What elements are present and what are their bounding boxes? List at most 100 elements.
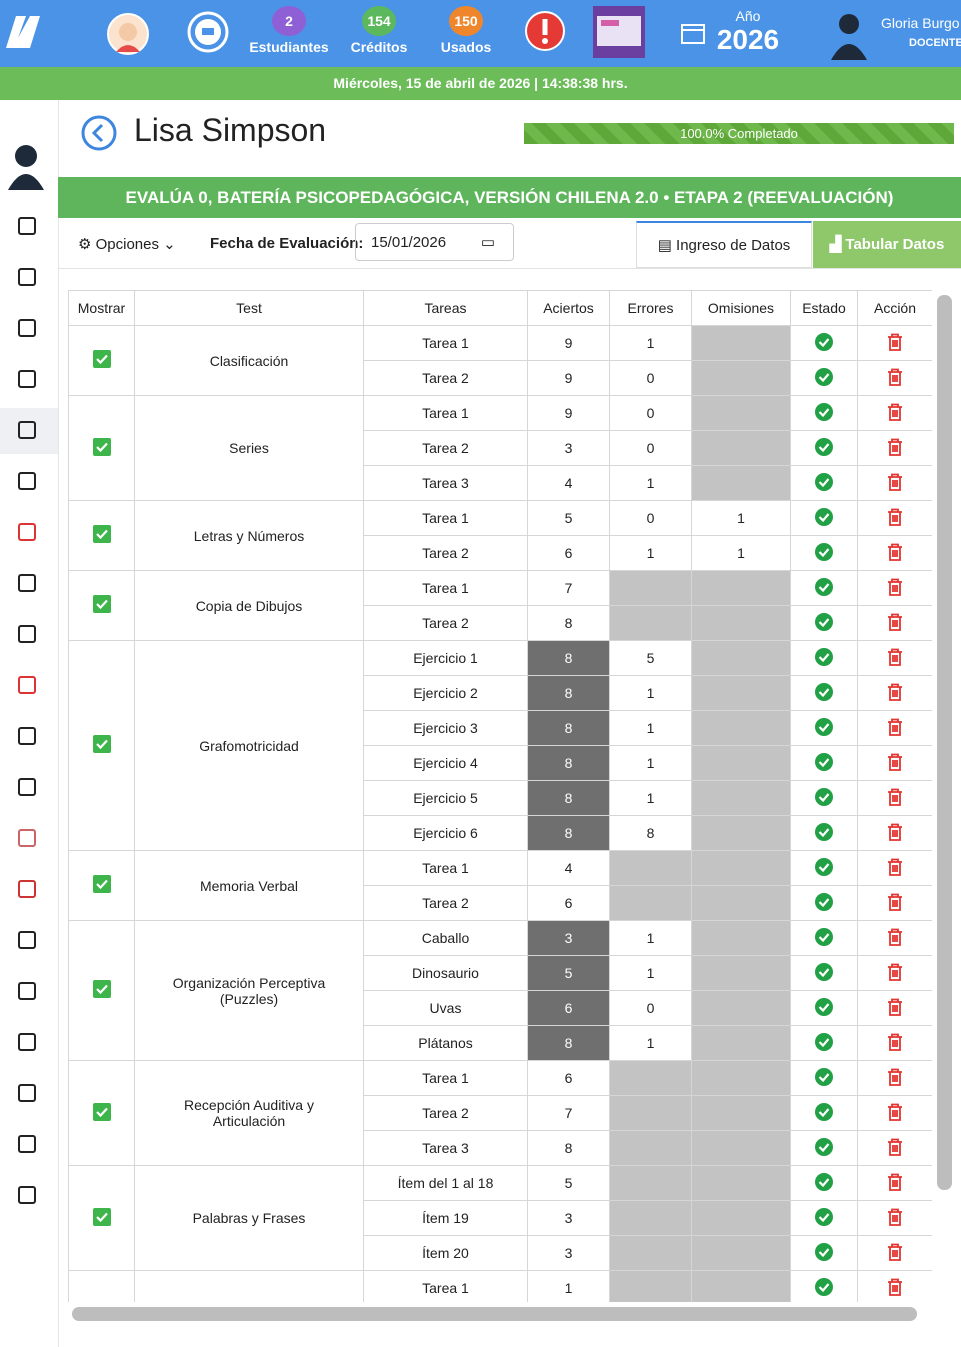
errores-cell[interactable]: 1	[609, 325, 692, 361]
vertical-scrollbar[interactable]	[937, 295, 952, 1190]
sidebar-icon[interactable]	[18, 370, 36, 388]
delete-button[interactable]	[885, 1067, 905, 1087]
students-counter[interactable]: 2 Estudiantes	[249, 6, 329, 55]
errores-cell[interactable]: 1	[609, 780, 692, 816]
credits-counter[interactable]: 154 Créditos	[339, 6, 419, 55]
aciertos-cell[interactable]: 9	[527, 325, 610, 361]
delete-button[interactable]	[885, 822, 905, 842]
aciertos-cell[interactable]: 6	[527, 535, 610, 571]
aciertos-cell[interactable]: 5	[527, 500, 610, 536]
aciertos-cell[interactable]: 8	[527, 1025, 610, 1061]
back-button[interactable]	[80, 114, 118, 152]
delete-button[interactable]	[885, 1172, 905, 1192]
sidebar-icon[interactable]	[18, 625, 36, 643]
aciertos-cell[interactable]: 5	[527, 955, 610, 991]
aciertos-cell[interactable]: 8	[527, 815, 610, 851]
thumbnail[interactable]	[593, 6, 645, 58]
delete-button[interactable]	[885, 1137, 905, 1157]
aciertos-cell[interactable]: 4	[527, 850, 610, 886]
show-checkbox[interactable]	[92, 1102, 111, 1121]
errores-cell[interactable]: 1	[609, 710, 692, 746]
sidebar-icon[interactable]	[18, 1186, 36, 1204]
delete-button[interactable]	[885, 367, 905, 387]
tab-tabulate[interactable]: ▟ Tabular Datos	[813, 221, 961, 268]
aciertos-cell[interactable]: 6	[527, 990, 610, 1026]
delete-button[interactable]	[885, 507, 905, 527]
delete-button[interactable]	[885, 612, 905, 632]
sidebar-icon[interactable]	[18, 523, 36, 541]
delete-button[interactable]	[885, 787, 905, 807]
year-selector[interactable]: Año 2026	[712, 8, 784, 56]
sidebar-icon[interactable]	[18, 421, 36, 439]
sidebar-avatar[interactable]	[6, 142, 46, 190]
aciertos-cell[interactable]: 6	[527, 1060, 610, 1096]
sidebar-icon[interactable]	[18, 931, 36, 949]
delete-button[interactable]	[885, 332, 905, 352]
cart-icon[interactable]	[186, 10, 230, 54]
sidebar-icon[interactable]	[18, 727, 36, 745]
show-checkbox[interactable]	[92, 350, 111, 368]
aciertos-cell[interactable]: 3	[527, 1235, 610, 1271]
delete-button[interactable]	[885, 857, 905, 877]
delete-button[interactable]	[885, 437, 905, 457]
sidebar-icon[interactable]	[18, 574, 36, 592]
sidebar-icon[interactable]	[18, 880, 36, 898]
errores-cell[interactable]: 0	[609, 500, 692, 536]
delete-button[interactable]	[885, 892, 905, 912]
errores-cell[interactable]: 0	[609, 430, 692, 466]
sidebar-icon[interactable]	[18, 778, 36, 796]
sidebar-icon[interactable]	[18, 676, 36, 694]
show-checkbox[interactable]	[92, 437, 111, 456]
sidebar-icon[interactable]	[18, 268, 36, 286]
errores-cell[interactable]: 8	[609, 815, 692, 851]
delete-button[interactable]	[885, 682, 905, 702]
errores-cell[interactable]: 1	[609, 955, 692, 991]
aciertos-cell[interactable]: 8	[527, 605, 610, 641]
delete-button[interactable]	[885, 1242, 905, 1262]
errores-cell[interactable]: 0	[609, 360, 692, 396]
delete-button[interactable]	[885, 1207, 905, 1227]
aciertos-cell[interactable]: 9	[527, 360, 610, 396]
errores-cell[interactable]: 1	[609, 535, 692, 571]
errores-cell[interactable]: 1	[609, 1025, 692, 1061]
show-checkbox[interactable]	[92, 875, 111, 893]
aciertos-cell[interactable]: 6	[527, 885, 610, 921]
delete-button[interactable]	[885, 752, 905, 772]
delete-button[interactable]	[885, 962, 905, 982]
delete-button[interactable]	[885, 997, 905, 1017]
sidebar-icon[interactable]	[18, 1033, 36, 1051]
delete-button[interactable]	[885, 577, 905, 597]
aciertos-cell[interactable]: 3	[527, 920, 610, 956]
errores-cell[interactable]: 1	[609, 920, 692, 956]
delete-button[interactable]	[885, 1032, 905, 1052]
aciertos-cell[interactable]: 8	[527, 780, 610, 816]
avatar-icon[interactable]	[106, 12, 150, 56]
omisiones-cell[interactable]: 1	[691, 500, 791, 536]
logo[interactable]	[2, 8, 42, 54]
aciertos-cell[interactable]: 8	[527, 745, 610, 781]
errores-cell[interactable]: 1	[609, 465, 692, 501]
delete-button[interactable]	[885, 647, 905, 667]
sidebar-icon[interactable]	[18, 829, 36, 847]
show-checkbox[interactable]	[92, 1207, 111, 1226]
delete-button[interactable]	[885, 1102, 905, 1122]
show-checkbox[interactable]	[92, 980, 111, 998]
used-counter[interactable]: 150 Usados	[426, 6, 506, 55]
delete-button[interactable]	[885, 717, 905, 737]
sidebar-icon[interactable]	[18, 1084, 36, 1102]
show-checkbox[interactable]	[92, 735, 111, 753]
sidebar-icon[interactable]	[18, 217, 36, 235]
user-info[interactable]: Gloria Burgo DOCENTE	[881, 15, 961, 49]
sidebar-icon[interactable]	[18, 982, 36, 1000]
errores-cell[interactable]: 0	[609, 990, 692, 1026]
errores-cell[interactable]: 1	[609, 675, 692, 711]
delete-button[interactable]	[885, 927, 905, 947]
aciertos-cell[interactable]: 3	[527, 430, 610, 466]
alert-icon[interactable]	[524, 10, 566, 52]
aciertos-cell[interactable]: 1	[527, 1270, 610, 1302]
horizontal-scrollbar[interactable]	[72, 1307, 917, 1321]
aciertos-cell[interactable]: 5	[527, 1165, 610, 1201]
aciertos-cell[interactable]: 7	[527, 570, 610, 606]
delete-button[interactable]	[885, 542, 905, 562]
aciertos-cell[interactable]: 3	[527, 1200, 610, 1236]
